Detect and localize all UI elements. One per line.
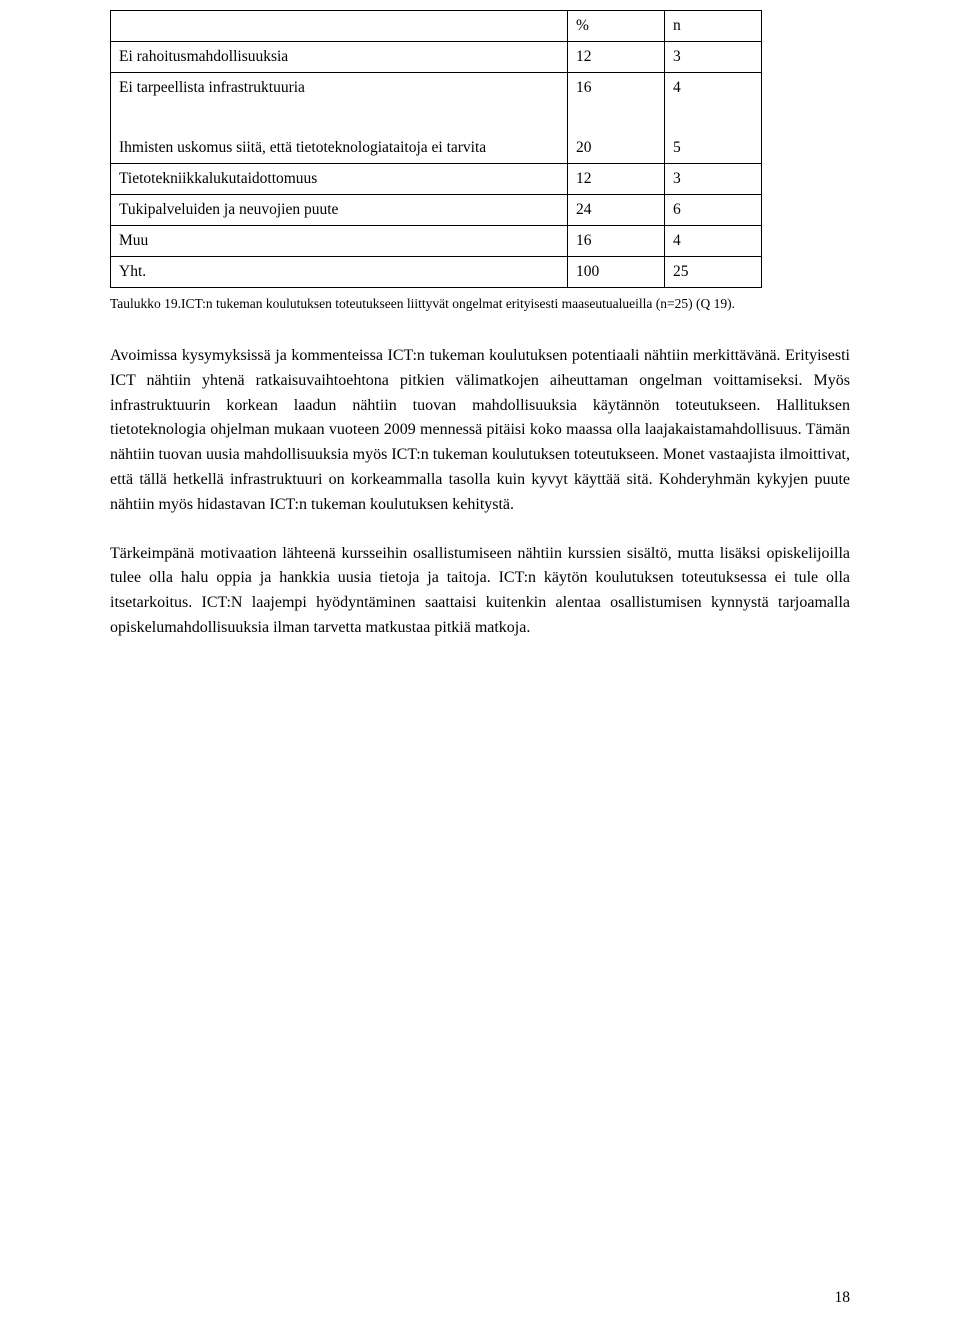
cell-label: Tukipalveluiden ja neuvojien puute xyxy=(111,195,568,226)
cell-label: Muu xyxy=(111,226,568,257)
cell-pct: 16 xyxy=(568,73,665,104)
page: % n Ei rahoitusmahdollisuuksia 12 3 Ei t… xyxy=(0,0,960,1327)
cell-pct: 24 xyxy=(568,195,665,226)
cell-n: 25 xyxy=(665,257,762,288)
cell-n: 4 xyxy=(665,226,762,257)
cell-n: 4 xyxy=(665,73,762,104)
cell-n: 5 xyxy=(665,133,762,164)
body-paragraph: Tärkeimpänä motivaation lähteenä kurssei… xyxy=(110,542,850,641)
cell-n: 3 xyxy=(665,42,762,73)
header-n: n xyxy=(665,11,762,42)
cell-label: Ihmisten uskomus siitä, että tietoteknol… xyxy=(111,133,568,164)
cell-pct: 12 xyxy=(568,42,665,73)
table-header-row: % n xyxy=(111,11,762,42)
cell-n: 6 xyxy=(665,195,762,226)
cell-label: Yht. xyxy=(111,257,568,288)
table-row: Ihmisten uskomus siitä, että tietoteknol… xyxy=(111,133,762,164)
table-row: Tukipalveluiden ja neuvojien puute 24 6 xyxy=(111,195,762,226)
cell-pct: 12 xyxy=(568,164,665,195)
table-caption: Taulukko 19.ICT:n tukeman koulutuksen to… xyxy=(110,296,850,312)
table-row: Muu 16 4 xyxy=(111,226,762,257)
data-table: % n Ei rahoitusmahdollisuuksia 12 3 Ei t… xyxy=(110,10,762,288)
cell-pct: 16 xyxy=(568,226,665,257)
cell-label: Ei tarpeellista infrastruktuuria xyxy=(111,73,568,104)
page-number: 18 xyxy=(835,1289,851,1307)
header-empty xyxy=(111,11,568,42)
table-row: Tietotekniikkalukutaidottomuus 12 3 xyxy=(111,164,762,195)
table-row-total: Yht. 100 25 xyxy=(111,257,762,288)
table-row: Ei tarpeellista infrastruktuuria 16 4 xyxy=(111,73,762,104)
body-paragraph: Avoimissa kysymyksissä ja kommenteissa I… xyxy=(110,344,850,518)
table-row: Ei rahoitusmahdollisuuksia 12 3 xyxy=(111,42,762,73)
cell-label: Ei rahoitusmahdollisuuksia xyxy=(111,42,568,73)
cell-label: Tietotekniikkalukutaidottomuus xyxy=(111,164,568,195)
table-spacer xyxy=(111,103,762,133)
header-pct: % xyxy=(568,11,665,42)
cell-n: 3 xyxy=(665,164,762,195)
cell-pct: 100 xyxy=(568,257,665,288)
cell-pct: 20 xyxy=(568,133,665,164)
